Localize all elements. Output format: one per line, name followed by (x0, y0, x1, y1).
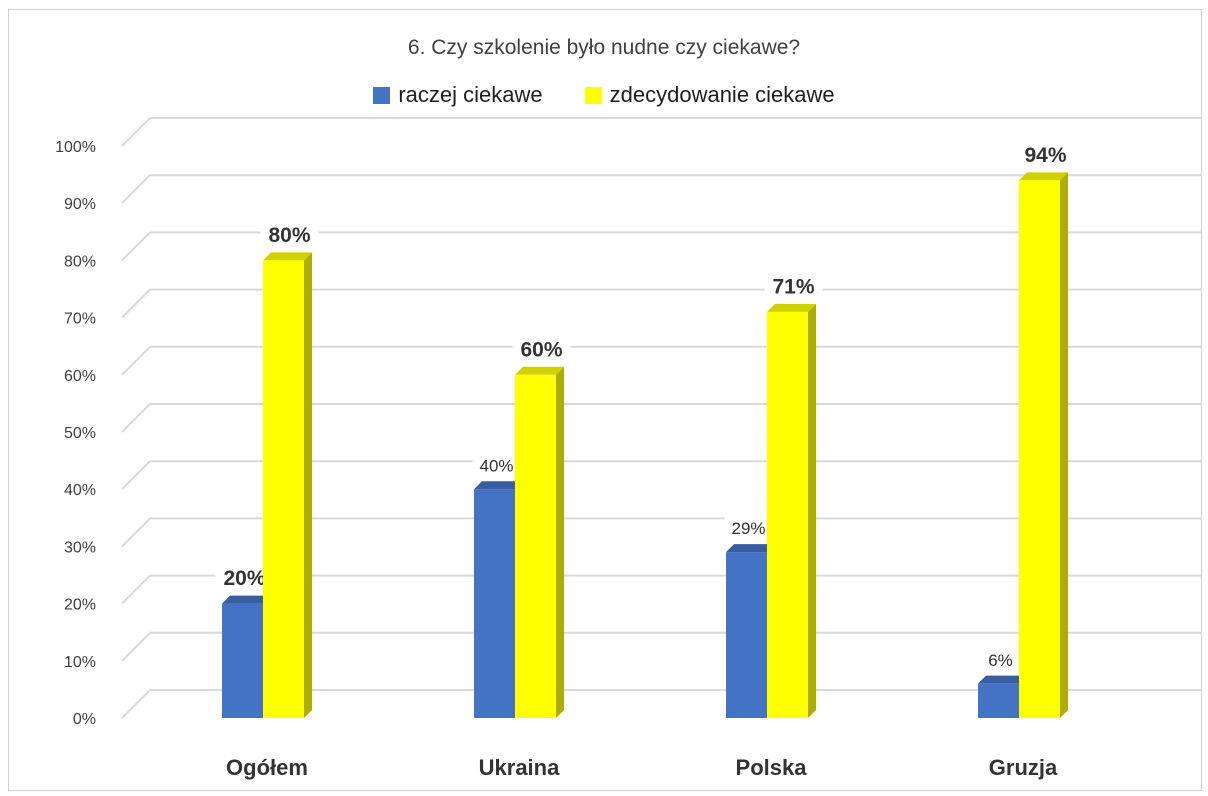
chart-title: 6. Czy szkolenie było nudne czy ciekawe? (407, 36, 801, 59)
y-tick-label: 60% (64, 368, 96, 385)
bar-top (515, 366, 564, 375)
y-tick-label: 40% (64, 482, 96, 499)
x-category-label: Ukraina (479, 755, 560, 780)
bar-top (726, 544, 775, 553)
legend-label-series-1: raczej ciekawe (398, 82, 543, 107)
grid-depth-line (121, 574, 151, 605)
data-label-bg (472, 451, 521, 480)
grid-depth-line (121, 403, 151, 433)
x-category-label: Gruzja (989, 755, 1058, 780)
data-label-bg (976, 645, 1025, 674)
grid-depth-line (121, 689, 151, 719)
data-label-bg (512, 332, 571, 365)
y-tick-label: 30% (64, 539, 96, 556)
y-tick-label: 20% (64, 597, 96, 614)
grid-depth-line (121, 288, 151, 319)
bar-3-0 (978, 683, 1019, 718)
grid-depth-line (121, 517, 151, 548)
bar-side (304, 252, 312, 718)
x-category-label: Ogółem (226, 755, 308, 780)
y-tick-label: 80% (64, 253, 96, 270)
data-label: 71% (772, 275, 814, 298)
data-label: 6% (988, 651, 1013, 670)
legend-label-series-2: zdecydowanie ciekawe (609, 82, 835, 107)
data-label: 40% (479, 456, 513, 475)
data-label-bg (764, 269, 823, 302)
legend-item-series-1: raczej ciekawe (373, 82, 543, 108)
data-label: 94% (1024, 144, 1066, 167)
grid-depth-line (121, 231, 151, 262)
bar-side (1060, 172, 1068, 718)
grid-depth-line (121, 632, 151, 662)
y-tick-label: 0% (73, 711, 96, 728)
bar-0-0 (222, 603, 263, 718)
grid-depth-line (121, 174, 151, 204)
bar-top (978, 675, 1027, 684)
chart-frame (8, 9, 1202, 791)
bar-top (767, 303, 816, 312)
bar-side (808, 303, 816, 718)
bar-3-1 (1019, 180, 1060, 718)
data-label: 80% (268, 224, 310, 247)
data-label: 29% (731, 519, 765, 538)
legend: raczej ciekawe zdecydowanie ciekawe (0, 82, 1208, 108)
grid-depth-line (121, 460, 151, 490)
legend-swatch-series-2 (584, 86, 602, 104)
bar-1-0 (474, 489, 515, 718)
bar-top (263, 252, 312, 261)
x-category-label: Polska (736, 755, 808, 780)
data-label: 60% (520, 338, 562, 361)
data-label-bg (724, 514, 773, 543)
data-label-bg (1016, 138, 1075, 171)
grid-depth-line (121, 346, 151, 376)
bar-top (474, 481, 523, 490)
grid-depth-line (121, 117, 151, 147)
data-label: 20% (223, 567, 265, 590)
legend-swatch-series-1 (373, 86, 391, 104)
y-tick-label: 70% (64, 311, 96, 328)
data-label-bg (260, 218, 319, 251)
bar-1-1 (515, 374, 556, 718)
y-tick-label: 90% (64, 196, 96, 213)
bar-top (1019, 172, 1068, 181)
bar-2-1 (767, 311, 808, 718)
bar-top (222, 595, 271, 604)
legend-item-series-2: zdecydowanie ciekawe (584, 82, 835, 108)
bar-0-1 (263, 260, 304, 718)
y-tick-label: 10% (64, 654, 96, 671)
y-tick-label: 100% (55, 139, 96, 156)
bar-2-0 (726, 552, 767, 718)
bar-side (556, 366, 564, 718)
y-tick-label: 50% (64, 425, 96, 442)
